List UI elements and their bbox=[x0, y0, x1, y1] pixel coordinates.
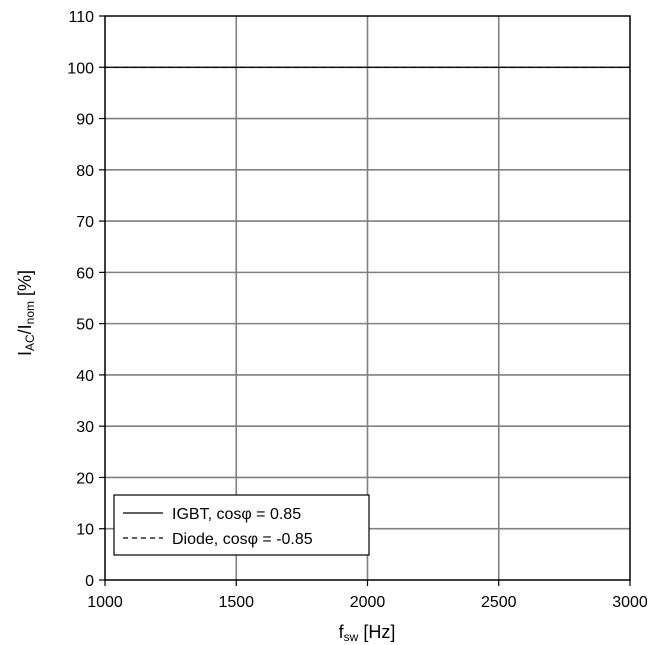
legend-label-diode: Diode, cosφ = -0.85 bbox=[172, 531, 313, 548]
axis-ticks: 0 10 20 30 40 50 60 70 80 90 100 110 1000 1500 2000 250… bbox=[67, 9, 648, 611]
y-axis-title: IAC/Inom [%] bbox=[15, 270, 37, 356]
x-tick-label: 2000 bbox=[350, 594, 386, 611]
y-axis-title-part: I bbox=[15, 351, 35, 356]
y-axis-title-unit: [%] bbox=[15, 270, 35, 301]
legend-label-igbt: IGBT, cosφ = 0.85 bbox=[172, 506, 301, 523]
legend-box bbox=[113, 494, 370, 556]
legend: IGBT, cosφ = 0.85 Diode, cosφ = -0.85 bbox=[113, 494, 370, 556]
x-tick-label: 2500 bbox=[481, 594, 517, 611]
x-axis-title: fsw [Hz] bbox=[339, 622, 396, 644]
y-tick-label: 60 bbox=[76, 265, 94, 282]
y-tick-label: 80 bbox=[76, 163, 94, 180]
x-axis-title-sub: sw bbox=[344, 630, 359, 644]
x-axis-title-part: f bbox=[339, 622, 345, 642]
y-tick-label: 40 bbox=[76, 368, 94, 385]
y-tick-label: 30 bbox=[76, 419, 94, 436]
y-tick-label: 50 bbox=[76, 317, 94, 334]
y-axis-title-part: /I bbox=[15, 324, 35, 334]
y-tick-label: 20 bbox=[76, 470, 94, 487]
y-axis-title-sub: nom bbox=[23, 301, 37, 324]
x-tick-label: 1000 bbox=[87, 594, 123, 611]
x-tick-label: 1500 bbox=[218, 594, 254, 611]
y-tick-label: 70 bbox=[76, 214, 94, 231]
y-tick-label: 0 bbox=[85, 573, 94, 590]
y-tick-label: 10 bbox=[76, 522, 94, 539]
y-tick-label: 90 bbox=[76, 112, 94, 129]
y-tick-label: 110 bbox=[68, 9, 94, 26]
x-tick-label: 3000 bbox=[612, 594, 648, 611]
x-axis-title-unit: [Hz] bbox=[358, 622, 395, 642]
y-tick-label: 100 bbox=[67, 60, 94, 77]
y-axis-title-sub: AC bbox=[23, 334, 37, 351]
